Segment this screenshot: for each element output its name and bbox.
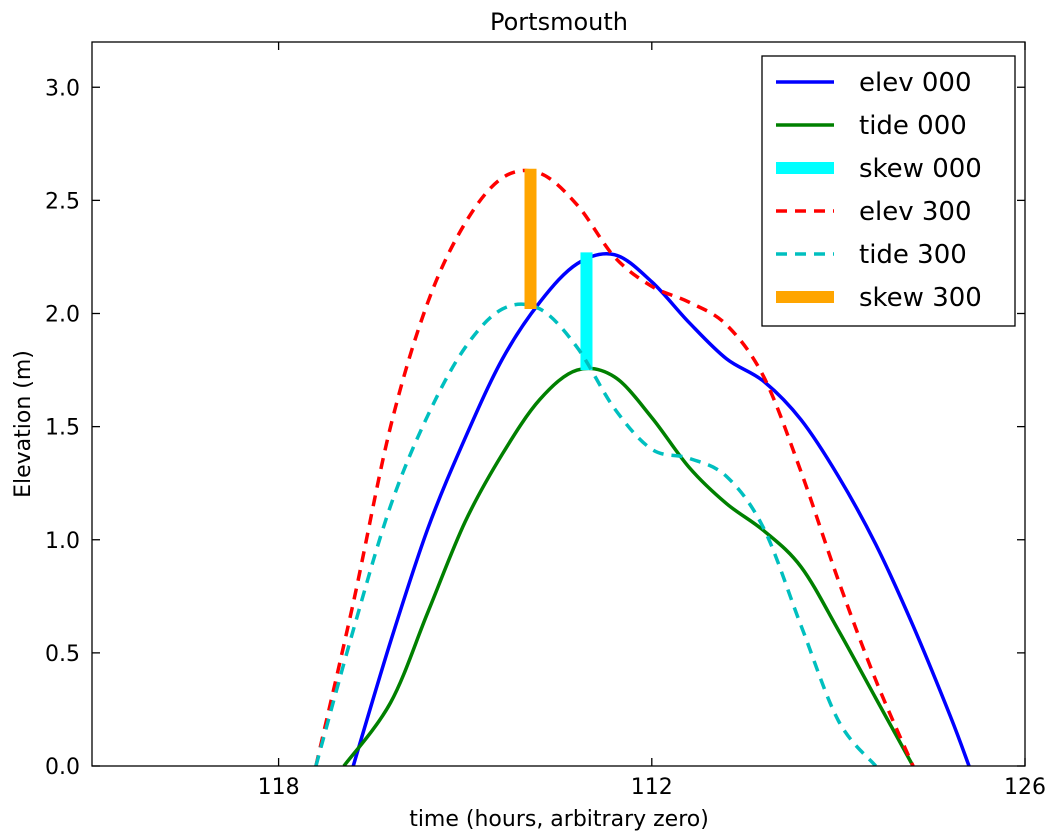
x-axis-label: time (hours, arbitrary zero) — [409, 807, 709, 832]
legend-label-skew-300: skew 300 — [859, 283, 982, 313]
axes-frame — [91, 41, 1026, 767]
y-tick-label: 0.5 — [45, 642, 80, 667]
x-tick-label: 126 — [1004, 775, 1046, 800]
legend-label-skew-000: skew 000 — [859, 154, 982, 184]
y-tick-label: 2.0 — [45, 303, 80, 328]
legend-label-tide-300: tide 300 — [859, 240, 967, 270]
y-axis-label: Elevation (m) — [11, 350, 36, 498]
legend-label-elev-000: elev 000 — [859, 68, 972, 98]
x-tick-label: 112 — [631, 775, 673, 800]
y-tick-label: 2.5 — [45, 189, 80, 214]
legend: elev 000 tide 000 skew 000 elev 300 tide 300… — [761, 55, 1016, 327]
series-tide-000-line — [342, 366, 915, 766]
legend-label-tide-000: tide 000 — [859, 111, 967, 141]
y-tick-label: 3.0 — [45, 76, 80, 101]
plot-area — [314, 168, 971, 766]
legend-box — [761, 55, 1016, 327]
legend-label-elev-300: elev 300 — [859, 197, 972, 227]
chart-title: Portsmouth — [490, 8, 628, 36]
y-tick-label: 1.0 — [45, 529, 80, 554]
series-tide-300-line — [314, 302, 878, 766]
y-tick-label: 1.5 — [45, 416, 80, 441]
axes: 118 112 126 0.0 0.5 1.0 1.5 2.0 2.5 3.0 — [45, 41, 1046, 800]
series-elev-000-line — [351, 251, 971, 766]
series-elev-300-line — [314, 168, 915, 766]
x-tick-label: 118 — [258, 775, 300, 800]
y-tick-label: 0.0 — [45, 755, 80, 780]
